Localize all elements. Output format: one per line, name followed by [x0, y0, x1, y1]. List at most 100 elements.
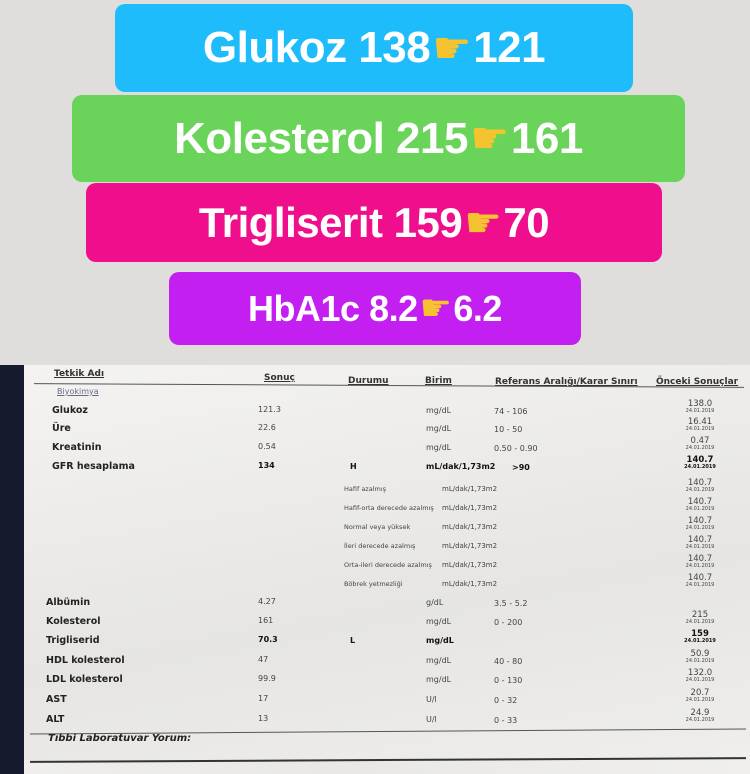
reference-range: >90 [512, 463, 530, 472]
banner-before: 159 [393, 198, 463, 246]
banner-after: 70 [503, 198, 550, 246]
test-name: ALT [46, 714, 65, 725]
previous-date: 24.01.2019 [685, 544, 715, 550]
status: İleri derecede azalmış [344, 542, 416, 550]
test-name: LDL kolesterol [46, 674, 123, 685]
previous-value: 140.7 [687, 497, 713, 507]
pointing-hand-icon: ☛ [432, 22, 472, 74]
previous-result: 140.7 24.01.2019 [670, 536, 730, 551]
banner-hba1c: HbA1c 8.2 ☛ 6.2 [169, 272, 581, 345]
status: Orta-ileri derecede azalmış [344, 561, 432, 569]
previous-value: 159 [691, 629, 709, 639]
reference-range: 0.50 - 0.90 [494, 444, 538, 453]
banner-after: 6.2 [453, 287, 502, 329]
result-value: 121.3 [258, 405, 281, 414]
banner-label: Kolesterol [174, 113, 385, 163]
previous-value: 140.7 [687, 573, 713, 583]
banner-kolesterol: Kolesterol 215 ☛ 161 [72, 95, 685, 182]
banner-label: Trigliserit [198, 198, 383, 246]
previous-result: 140.7 24.01.2019 [670, 555, 730, 570]
result-value: 22.6 [258, 423, 276, 432]
header-test-name: Tetkik Adı [54, 369, 105, 379]
reference-range: 74 - 106 [494, 407, 528, 416]
result-value: 4.27 [258, 597, 276, 606]
previous-value: 140.7 [686, 455, 714, 465]
previous-value: 215 [691, 610, 709, 620]
banner-label: HbA1c [248, 287, 360, 329]
previous-value: 138.0 [687, 399, 713, 409]
status: Böbrek yetmezliği [344, 580, 403, 588]
previous-date: 24.01.2019 [685, 487, 715, 493]
result-value: 17 [258, 694, 269, 703]
banner-before: 138 [358, 23, 431, 72]
header-unit: Birim [425, 376, 452, 386]
unit: mL/dak/1,73m2 [442, 561, 498, 569]
test-name: Trigliserid [46, 635, 100, 646]
test-name: HDL kolesterol [46, 655, 125, 666]
previous-value: 132.0 [687, 668, 713, 678]
result-value: 161 [258, 616, 274, 625]
result-value: 99.9 [258, 674, 276, 683]
previous-result: 159 24.01.2019 [670, 630, 730, 645]
unit: mL/dak/1,73m2 [442, 485, 498, 493]
previous-value: 16.41 [687, 417, 713, 427]
previous-result: 140.7 24.01.2019 [670, 479, 730, 494]
reference-range: 0 - 200 [494, 618, 523, 627]
previous-date: 24.01.2019 [685, 408, 715, 414]
previous-date: 24.01.2019 [685, 677, 715, 683]
section-label: Biyokimya [57, 387, 99, 396]
header-reference: Referans Aralığı/Karar Sınırı [495, 377, 638, 387]
result-value: 13 [258, 714, 269, 723]
previous-result: 16.41 24.01.2019 [670, 418, 730, 433]
previous-result: 132.0 24.01.2019 [670, 669, 730, 684]
test-name: AST [46, 694, 67, 705]
unit: mg/dL [426, 617, 452, 626]
banner-after: 121 [473, 23, 546, 72]
pointing-hand-icon: ☛ [464, 198, 502, 247]
previous-date: 24.01.2019 [685, 697, 715, 703]
previous-result: 140.7 24.01.2019 [670, 517, 730, 532]
unit: mL/dak/1,73m2 [442, 523, 498, 531]
previous-result: 140.7 24.01.2019 [670, 456, 730, 471]
previous-result: 140.7 24.01.2019 [670, 574, 730, 589]
previous-date: 24.01.2019 [685, 619, 715, 625]
unit: mg/dL [426, 406, 452, 415]
pointing-hand-icon: ☛ [469, 113, 509, 164]
reference-range: 0 - 32 [494, 696, 518, 705]
banner-glukoz: Glukoz 138 ☛ 121 [115, 4, 633, 92]
previous-date: 24.01.2019 [685, 717, 715, 723]
unit: mL/dak/1,73m2 [442, 542, 498, 550]
test-name: Albümin [46, 597, 91, 608]
previous-result: 0.47 24.01.2019 [670, 437, 730, 452]
header-result: Sonuç [264, 373, 295, 383]
previous-result: 20.7 24.01.2019 [670, 689, 730, 704]
header-status: Durumu [348, 376, 389, 386]
paper-edge [29, 757, 747, 763]
lab-report-photo: Tetkik Adı Sonuç Durumu Birim Referans A… [0, 365, 750, 774]
previous-date: 24.01.2019 [685, 426, 715, 432]
reference-range: 40 - 80 [494, 657, 523, 666]
test-name: GFR hesaplama [52, 461, 135, 472]
unit: mg/dL [426, 443, 452, 452]
previous-date: 24.01.2019 [685, 563, 715, 569]
banner-before: 8.2 [369, 287, 418, 329]
unit: mg/dL [426, 656, 452, 665]
previous-value: 140.7 [687, 535, 713, 545]
result-value: 134 [258, 461, 275, 470]
status: Hafif azalmış [344, 485, 387, 493]
banner-trigliserit: Trigliserit 159 ☛ 70 [86, 183, 662, 262]
previous-value: 50.9 [690, 649, 710, 659]
result-value: 47 [258, 655, 269, 664]
previous-value: 140.7 [687, 478, 713, 488]
result-value: 0.54 [258, 442, 276, 451]
test-name: Kreatinin [52, 442, 102, 453]
previous-date: 24.01.2019 [685, 506, 715, 512]
lab-report-paper: Tetkik Adı Sonuç Durumu Birim Referans A… [24, 365, 750, 763]
previous-result: 215 24.01.2019 [670, 611, 730, 626]
previous-result: 50.9 24.01.2019 [670, 650, 730, 665]
status: H [350, 462, 357, 471]
unit: U/l [426, 715, 437, 724]
banner-label: Glukoz [202, 23, 347, 72]
previous-value: 140.7 [687, 554, 713, 564]
reference-range: 0 - 130 [494, 676, 523, 685]
